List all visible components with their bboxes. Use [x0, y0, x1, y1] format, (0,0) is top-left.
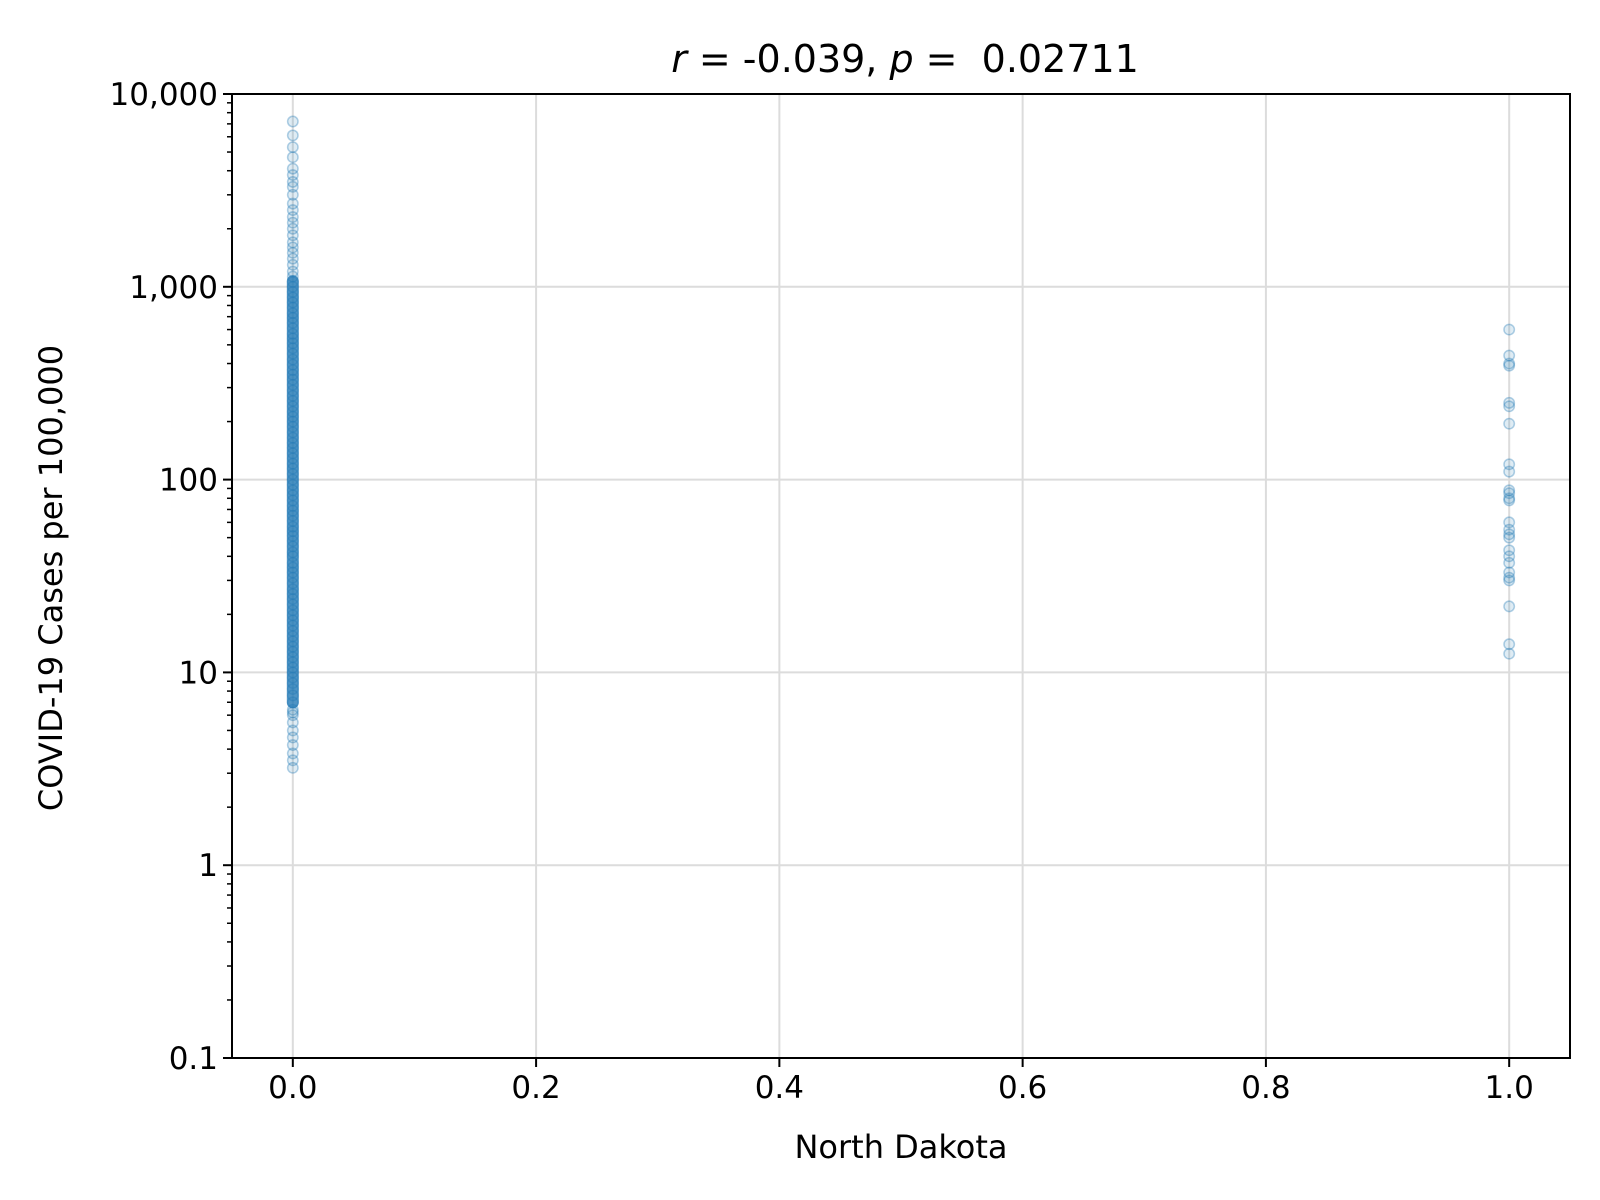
title-p-value: = 0.02711: [914, 37, 1139, 81]
title-r-symbol: r: [671, 37, 689, 81]
data-point: [286, 216, 299, 229]
data-point: [1503, 574, 1516, 587]
title-r-value: = -0.039,: [687, 37, 890, 81]
data-point: [286, 115, 299, 128]
data-points: [286, 115, 1516, 774]
data-point: [1503, 359, 1516, 372]
data-point: [286, 236, 299, 249]
data-point: [286, 716, 299, 729]
data-point: [286, 141, 299, 154]
data-point: [286, 180, 299, 193]
data-point: [286, 229, 299, 242]
chart-title: r = -0.039, p = 0.02711: [671, 37, 1139, 81]
data-point: [286, 129, 299, 142]
data-point: [1503, 465, 1516, 478]
y-tick-label: 10,000: [110, 77, 218, 113]
data-point: [1503, 323, 1516, 336]
data-point: [1503, 556, 1516, 569]
grid-lines: [232, 93, 1570, 1059]
data-point: [286, 169, 299, 181]
data-point: [286, 246, 299, 259]
data-point: [286, 747, 299, 760]
y-tick-label: 0.1: [169, 1041, 218, 1077]
y-tick-label: 1: [198, 848, 218, 884]
data-point: [1503, 484, 1516, 497]
data-point: [1503, 492, 1516, 505]
data-point: [286, 754, 299, 767]
x-tick-label: 0.0: [268, 1070, 317, 1106]
data-point: [1503, 571, 1516, 584]
x-tick-label: 0.6: [998, 1070, 1047, 1106]
data-point: [286, 151, 299, 164]
data-point: [1503, 647, 1516, 660]
data-point: [286, 739, 299, 751]
x-tick-label: 1.0: [1485, 1070, 1534, 1106]
data-point: [286, 197, 299, 210]
data-point: [286, 258, 299, 271]
data-point: [286, 222, 299, 235]
data-point: [1503, 458, 1516, 471]
data-point: [1503, 494, 1516, 507]
data-point: [286, 211, 299, 224]
data-point: [1503, 638, 1516, 651]
title-p-symbol: p: [888, 37, 913, 81]
data-point: [286, 175, 299, 188]
dense-point-cluster: [286, 275, 299, 709]
data-point: [1503, 600, 1516, 613]
y-tick-label: 10: [179, 655, 218, 691]
data-point: [1503, 528, 1516, 541]
data-point: [286, 724, 299, 737]
axis-ticks: 0.0 0.2 0.4 0.6 0.8 1.0 0.1 1 10 100 1,000 10,000: [110, 77, 1534, 1106]
plot-area-frame: [231, 93, 1571, 1059]
x-tick-label: 0.4: [755, 1070, 804, 1106]
data-point: [1503, 550, 1516, 563]
data-point: [1503, 349, 1516, 362]
x-tick-label: 0.8: [1241, 1070, 1290, 1106]
y-tick-label: 1,000: [129, 270, 218, 306]
x-tick-label: 0.2: [511, 1070, 560, 1106]
data-point: [1503, 516, 1516, 529]
data-point: [1503, 357, 1516, 370]
data-point: [1503, 531, 1516, 544]
data-point: [286, 761, 299, 774]
y-tick-label: 100: [159, 463, 218, 499]
data-point: [286, 188, 299, 201]
data-point: [1503, 417, 1516, 430]
data-point: [1503, 400, 1516, 413]
data-point: [286, 252, 299, 265]
y-axis-label: COVID-19 Cases per 100,000: [32, 345, 70, 811]
data-point: [1503, 544, 1516, 557]
data-point: [286, 709, 299, 722]
data-point: [1503, 523, 1516, 536]
data-point: [286, 241, 299, 254]
data-point: [1503, 566, 1516, 579]
data-point: [286, 731, 299, 744]
x-axis-label: North Dakota: [794, 1128, 1007, 1166]
data-point: [1503, 487, 1516, 500]
data-point: [1503, 396, 1516, 409]
data-point: [286, 204, 299, 217]
data-point: [286, 162, 299, 175]
